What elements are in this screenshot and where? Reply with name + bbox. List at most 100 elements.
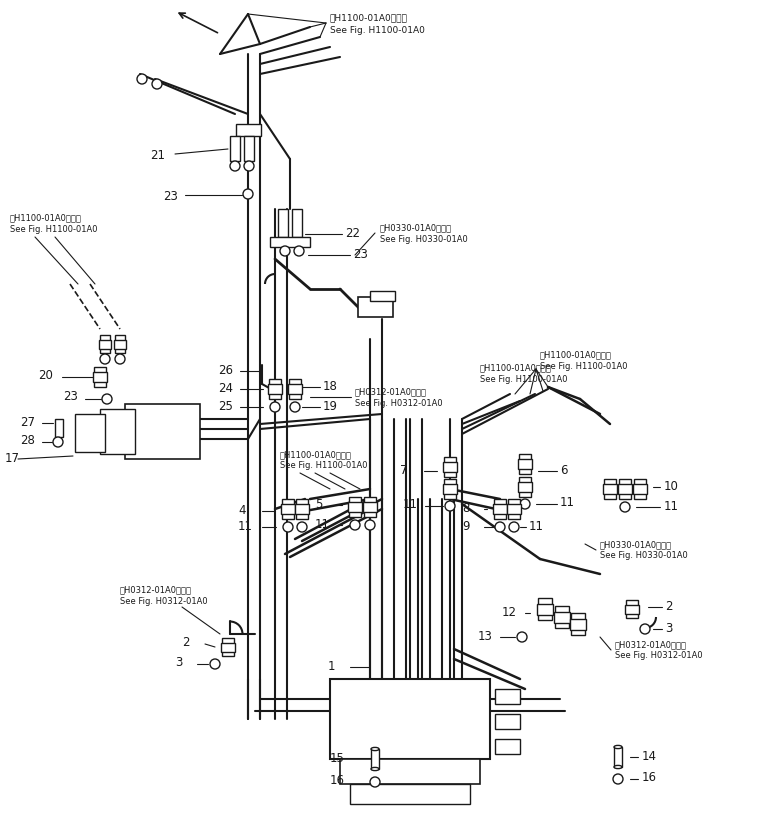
Bar [570, 619, 586, 630]
Circle shape [613, 774, 623, 784]
Text: See Fig. H1100-01A0: See Fig. H1100-01A0 [10, 224, 98, 233]
Bar [222, 638, 234, 656]
Bar [619, 479, 631, 499]
Bar [100, 410, 135, 455]
Bar [114, 340, 126, 349]
Text: 13: 13 [478, 629, 493, 642]
Bar [443, 484, 457, 494]
Bar [518, 482, 532, 492]
Text: 1: 1 [328, 659, 336, 671]
Text: 11: 11 [560, 496, 575, 509]
Bar [495, 739, 520, 754]
Text: 3: 3 [175, 655, 183, 669]
Circle shape [137, 75, 147, 85]
Text: 11: 11 [664, 499, 679, 512]
Text: See Fig. H1100-01A0: See Fig. H1100-01A0 [480, 374, 568, 383]
Text: 12: 12 [502, 604, 517, 618]
Circle shape [230, 162, 240, 171]
Circle shape [370, 777, 380, 787]
Bar [350, 784, 470, 804]
Text: 27: 27 [20, 415, 35, 428]
Bar [296, 499, 308, 519]
Text: 21: 21 [150, 148, 165, 161]
Bar [634, 479, 646, 499]
Bar [555, 606, 569, 628]
Circle shape [115, 354, 125, 364]
Text: 6: 6 [560, 463, 568, 476]
Bar [371, 749, 379, 769]
Bar [363, 502, 377, 512]
Bar [494, 499, 506, 519]
Text: 23: 23 [353, 247, 368, 260]
Bar [554, 612, 570, 623]
Bar [125, 405, 200, 460]
Bar [100, 335, 110, 354]
Ellipse shape [614, 746, 622, 749]
Text: 24: 24 [218, 381, 233, 394]
Text: 第H1100-01A0図参照: 第H1100-01A0図参照 [10, 213, 82, 222]
Bar [508, 499, 520, 519]
Text: See Fig. H0330-01A0: See Fig. H0330-01A0 [600, 551, 688, 560]
Bar [288, 385, 302, 395]
Text: See Fig. H1100-01A0: See Fig. H1100-01A0 [540, 361, 628, 370]
Text: 第H0312-01A0図参照: 第H0312-01A0図参照 [615, 640, 687, 649]
Text: 11: 11 [238, 519, 253, 532]
Bar [538, 599, 552, 620]
Circle shape [210, 660, 220, 669]
Bar [519, 477, 531, 497]
Circle shape [102, 395, 112, 405]
Bar [603, 484, 617, 494]
Bar [507, 504, 521, 514]
Bar [292, 210, 302, 237]
Circle shape [270, 402, 280, 412]
Circle shape [283, 522, 293, 533]
Bar [99, 340, 111, 349]
Text: 10: 10 [664, 479, 679, 492]
Circle shape [445, 502, 455, 512]
Ellipse shape [371, 767, 379, 771]
Text: 19: 19 [323, 399, 338, 412]
Text: 16: 16 [642, 771, 657, 783]
Bar [348, 502, 362, 512]
Bar [633, 484, 647, 494]
Text: 18: 18 [323, 379, 338, 392]
Text: See Fig. H0330-01A0: See Fig. H0330-01A0 [380, 234, 468, 243]
Text: 22: 22 [345, 227, 360, 239]
Bar [270, 237, 310, 247]
Bar [519, 455, 531, 475]
Text: 5: 5 [315, 497, 322, 510]
Circle shape [509, 522, 519, 533]
Bar [443, 462, 457, 472]
Text: 第H0312-01A0図参照: 第H0312-01A0図参照 [355, 387, 427, 396]
Text: 2: 2 [665, 599, 672, 612]
Bar [625, 604, 639, 614]
Circle shape [520, 499, 530, 509]
Bar [495, 714, 520, 729]
Text: 第H0312-01A0図参照: 第H0312-01A0図参照 [120, 585, 192, 594]
Ellipse shape [371, 747, 379, 751]
Circle shape [495, 522, 505, 533]
Text: 第H0330-01A0図参照: 第H0330-01A0図参照 [380, 223, 452, 232]
Text: 7: 7 [400, 463, 408, 476]
Circle shape [100, 354, 110, 364]
Bar [444, 457, 456, 477]
Bar [626, 600, 638, 619]
Text: See Fig. H0312-01A0: See Fig. H0312-01A0 [615, 650, 703, 660]
Bar [268, 385, 282, 395]
Circle shape [640, 624, 650, 635]
Circle shape [350, 520, 360, 530]
Text: 11: 11 [403, 498, 418, 511]
Bar [221, 643, 235, 652]
Circle shape [297, 522, 307, 533]
Text: 15: 15 [330, 751, 345, 763]
Text: 17: 17 [5, 451, 20, 464]
Text: 11: 11 [315, 517, 330, 530]
Bar [618, 484, 632, 494]
Bar [444, 479, 456, 499]
Text: 28: 28 [20, 434, 35, 447]
Text: 3: 3 [665, 621, 672, 634]
Text: 23: 23 [63, 390, 78, 403]
Bar [358, 298, 393, 318]
Text: 第H1100-01A0図参照: 第H1100-01A0図参照 [480, 363, 552, 372]
Text: 16: 16 [330, 773, 345, 787]
